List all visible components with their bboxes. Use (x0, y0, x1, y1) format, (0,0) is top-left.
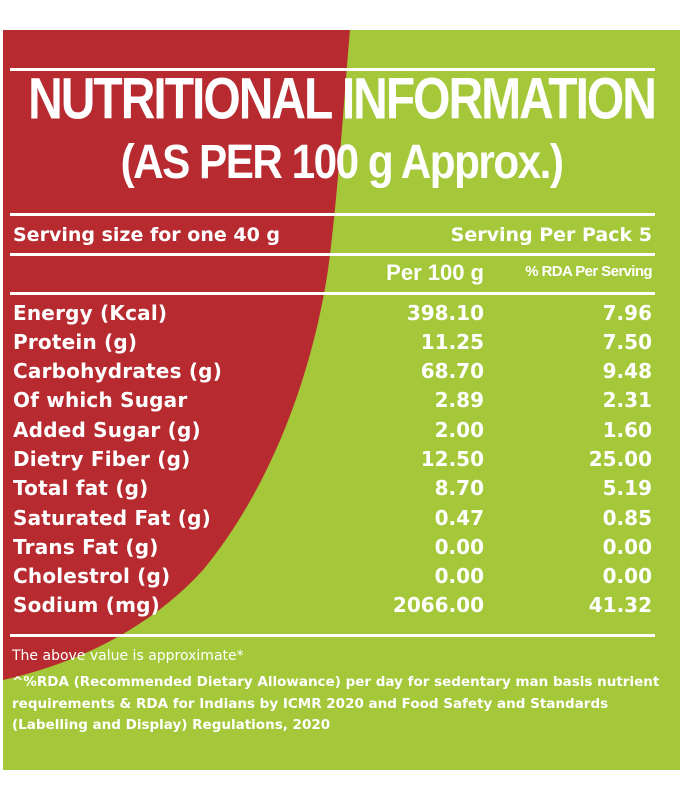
nutrient-row-energy: Energy (Kcal) 398.10 7.96 (3, 301, 680, 330)
label-title: NUTRITIONAL INFORMATION (28, 67, 657, 132)
nutrient-row-trans-fat: Trans Fat (g) 0.00 0.00 (3, 535, 680, 564)
label-subtitle: (AS PER 100 g Approx.) (120, 134, 564, 189)
nutrient-name: Cholestrol (g) (13, 564, 171, 588)
nutrient-value-per-100g: 12.50 (420, 447, 484, 471)
nutrient-value-per-100g: 2066.00 (392, 593, 484, 617)
label-background (3, 30, 680, 770)
nutrient-value-per-100g: 0.47 (434, 506, 484, 530)
column-header-rda: % RDA Per Serving (525, 263, 652, 280)
nutrient-name: Of which Sugar (13, 388, 188, 412)
nutrient-value-per-100g: 2.00 (434, 418, 484, 442)
nutrient-row-cholesterol: Cholestrol (g) 0.00 0.00 (3, 564, 680, 593)
nutrient-value-rda: 25.00 (588, 447, 652, 471)
nutrient-value-per-100g: 11.25 (420, 330, 484, 354)
nutrient-row-sodium: Sodium (mg) 2066.00 41.32 (3, 593, 680, 622)
nutrient-value-rda: 5.19 (602, 476, 652, 500)
nutrient-value-rda: 0.00 (602, 535, 652, 559)
nutrient-row-saturated-fat: Saturated Fat (g) 0.47 0.85 (3, 506, 680, 535)
servings-per-pack: Serving Per Pack 5 (450, 224, 652, 246)
nutrient-row-carbohydrates: Carbohydrates (g) 68.70 9.48 (3, 359, 680, 388)
nutrient-name: Added Sugar (g) (13, 418, 201, 442)
nutrient-value-rda: 0.00 (602, 564, 652, 588)
nutrient-value-per-100g: 8.70 (434, 476, 484, 500)
nutrient-value-rda: 0.85 (602, 506, 652, 530)
nutrient-value-per-100g: 0.00 (434, 535, 484, 559)
nutrient-value-per-100g: 2.89 (434, 388, 484, 412)
nutrient-row-dietary-fiber: Dietry Fiber (g) 12.50 25.00 (3, 447, 680, 476)
nutrient-row-protein: Protein (g) 11.25 7.50 (3, 330, 680, 359)
nutrient-row-total-fat: Total fat (g) 8.70 5.19 (3, 476, 680, 505)
nutrient-name: Protein (g) (13, 330, 138, 354)
nutrient-value-rda: 2.31 (602, 388, 652, 412)
label-content: NUTRITIONAL INFORMATION (AS PER 100 g Ap… (3, 30, 680, 770)
nutrient-name: Carbohydrates (g) (13, 359, 223, 383)
nutrient-name: Dietry Fiber (g) (13, 447, 191, 471)
rda-footnote: ^%RDA (Recommended Dietary Allowance) pe… (12, 674, 660, 733)
nutrition-label: NUTRITIONAL INFORMATION (AS PER 100 g Ap… (3, 30, 680, 770)
nutrient-value-rda: 7.50 (602, 330, 652, 354)
nutrient-value-per-100g: 0.00 (434, 564, 484, 588)
background-red-swoosh (3, 30, 350, 680)
nutrient-value-rda: 41.32 (588, 593, 652, 617)
nutrient-name: Saturated Fat (g) (13, 506, 211, 530)
nutrient-value-per-100g: 68.70 (420, 359, 484, 383)
nutrient-name: Trans Fat (g) (13, 535, 159, 559)
nutrient-value-per-100g: 398.10 (406, 301, 484, 325)
title-rule (10, 213, 655, 216)
nutrient-value-rda: 9.48 (602, 359, 652, 383)
nutrient-name: Total fat (g) (13, 476, 149, 500)
top-rule (10, 68, 655, 71)
serving-rule (10, 253, 655, 256)
nutrient-name: Energy (Kcal) (13, 301, 168, 325)
nutrient-value-rda: 7.96 (602, 301, 652, 325)
nutrient-value-rda: 1.60 (602, 418, 652, 442)
column-header-per-100g: Per 100 g (386, 260, 484, 285)
nutrient-name: Sodium (mg) (13, 593, 160, 617)
table-bottom-rule (10, 634, 655, 637)
nutrient-row-sugar: Of which Sugar 2.89 2.31 (3, 388, 680, 417)
serving-size: Serving size for one 40 g (13, 224, 281, 246)
header-rule (10, 292, 655, 295)
nutrient-row-added-sugar: Added Sugar (g) 2.00 1.60 (3, 418, 680, 447)
approximate-note: The above value is approximate* (12, 648, 244, 664)
